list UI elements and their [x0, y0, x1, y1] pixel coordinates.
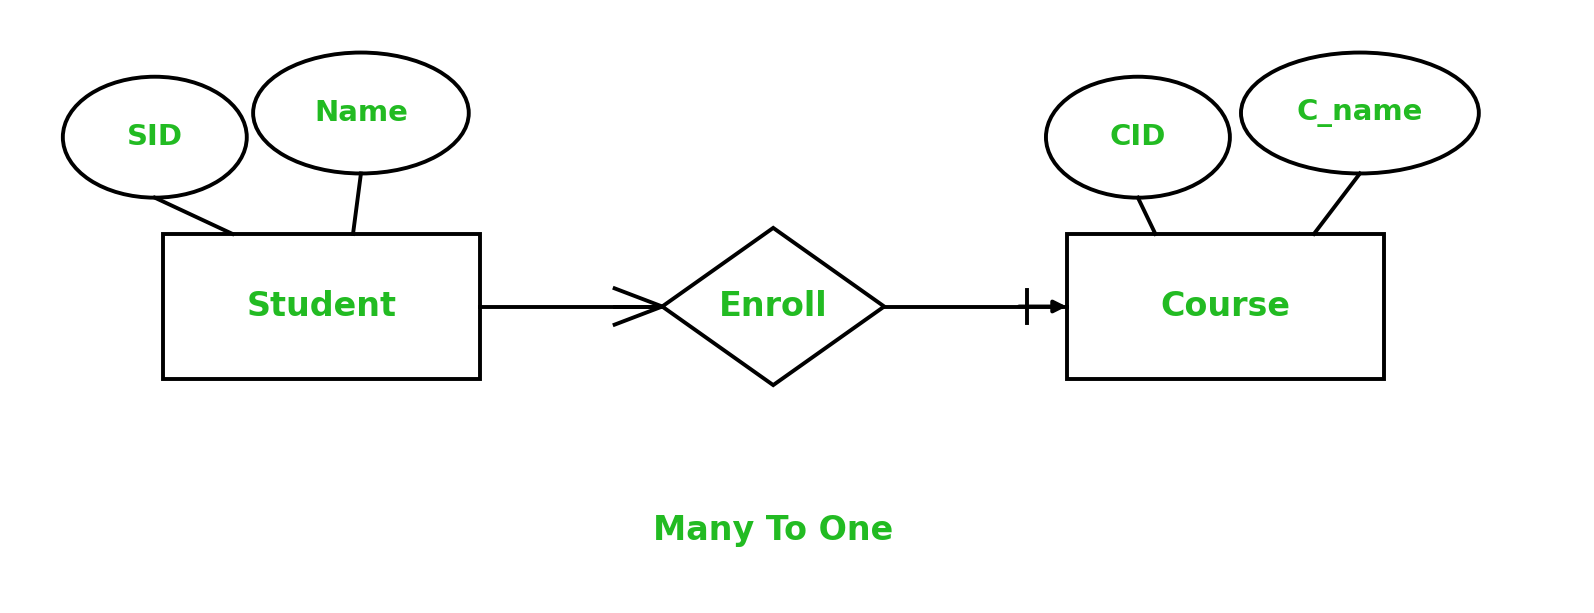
Ellipse shape: [62, 77, 247, 197]
Text: C_name: C_name: [1298, 99, 1423, 127]
Text: Student: Student: [247, 290, 397, 323]
Bar: [163, 234, 480, 379]
Ellipse shape: [1242, 53, 1479, 173]
Text: Name: Name: [314, 99, 408, 127]
Bar: [1066, 234, 1384, 379]
Text: CID: CID: [1109, 123, 1167, 151]
Text: Course: Course: [1160, 290, 1290, 323]
Ellipse shape: [253, 53, 469, 173]
Text: Enroll: Enroll: [719, 290, 827, 323]
Polygon shape: [662, 228, 885, 385]
Text: SID: SID: [128, 123, 183, 151]
Ellipse shape: [1046, 77, 1231, 197]
Text: Many To One: Many To One: [654, 514, 893, 547]
